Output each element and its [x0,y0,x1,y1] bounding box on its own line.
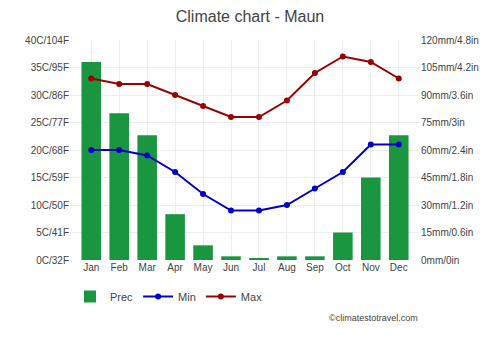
svg-text:20C/68F: 20C/68F [31,145,69,156]
svg-text:0mm/0in: 0mm/0in [421,255,459,266]
svg-text:Jun: Jun [223,262,239,273]
svg-text:Aug: Aug [278,262,296,273]
svg-text:30C/86F: 30C/86F [31,90,69,101]
svg-text:Nov: Nov [362,262,380,273]
svg-text:15mm/0.6in: 15mm/0.6in [421,227,473,238]
svg-text:40C/104F: 40C/104F [25,35,69,46]
svg-text:60mm/2.4in: 60mm/2.4in [421,145,473,156]
svg-text:35C/95F: 35C/95F [31,62,69,73]
svg-text:Feb: Feb [111,262,129,273]
svg-text:5C/41F: 5C/41F [36,227,69,238]
svg-text:120mm/4.8in: 120mm/4.8in [421,35,479,46]
svg-text:Climate chart - Maun: Climate chart - Maun [176,8,325,25]
svg-text:10C/50F: 10C/50F [31,200,69,211]
svg-text:Prec: Prec [110,291,133,303]
svg-text:Jul: Jul [253,262,266,273]
svg-text:Mar: Mar [139,262,157,273]
svg-text:Max: Max [241,291,262,303]
svg-text:Jan: Jan [83,262,99,273]
svg-text:105mm/4.2in: 105mm/4.2in [421,62,479,73]
svg-text:15C/59F: 15C/59F [31,172,69,183]
svg-text:Apr: Apr [167,262,183,273]
svg-text:25C/77F: 25C/77F [31,117,69,128]
svg-text:0C/32F: 0C/32F [36,255,69,266]
svg-text:Oct: Oct [335,262,351,273]
svg-text:45mm/1.8in: 45mm/1.8in [421,172,473,183]
svg-text:©climatestotravel.com: ©climatestotravel.com [329,313,418,323]
svg-text:30mm/1.2in: 30mm/1.2in [421,200,473,211]
svg-text:90mm/3.6in: 90mm/3.6in [421,90,473,101]
svg-text:May: May [194,262,213,273]
svg-text:Dec: Dec [390,262,408,273]
svg-text:Sep: Sep [306,262,324,273]
svg-text:Min: Min [178,291,196,303]
svg-text:75mm/3in: 75mm/3in [421,117,465,128]
